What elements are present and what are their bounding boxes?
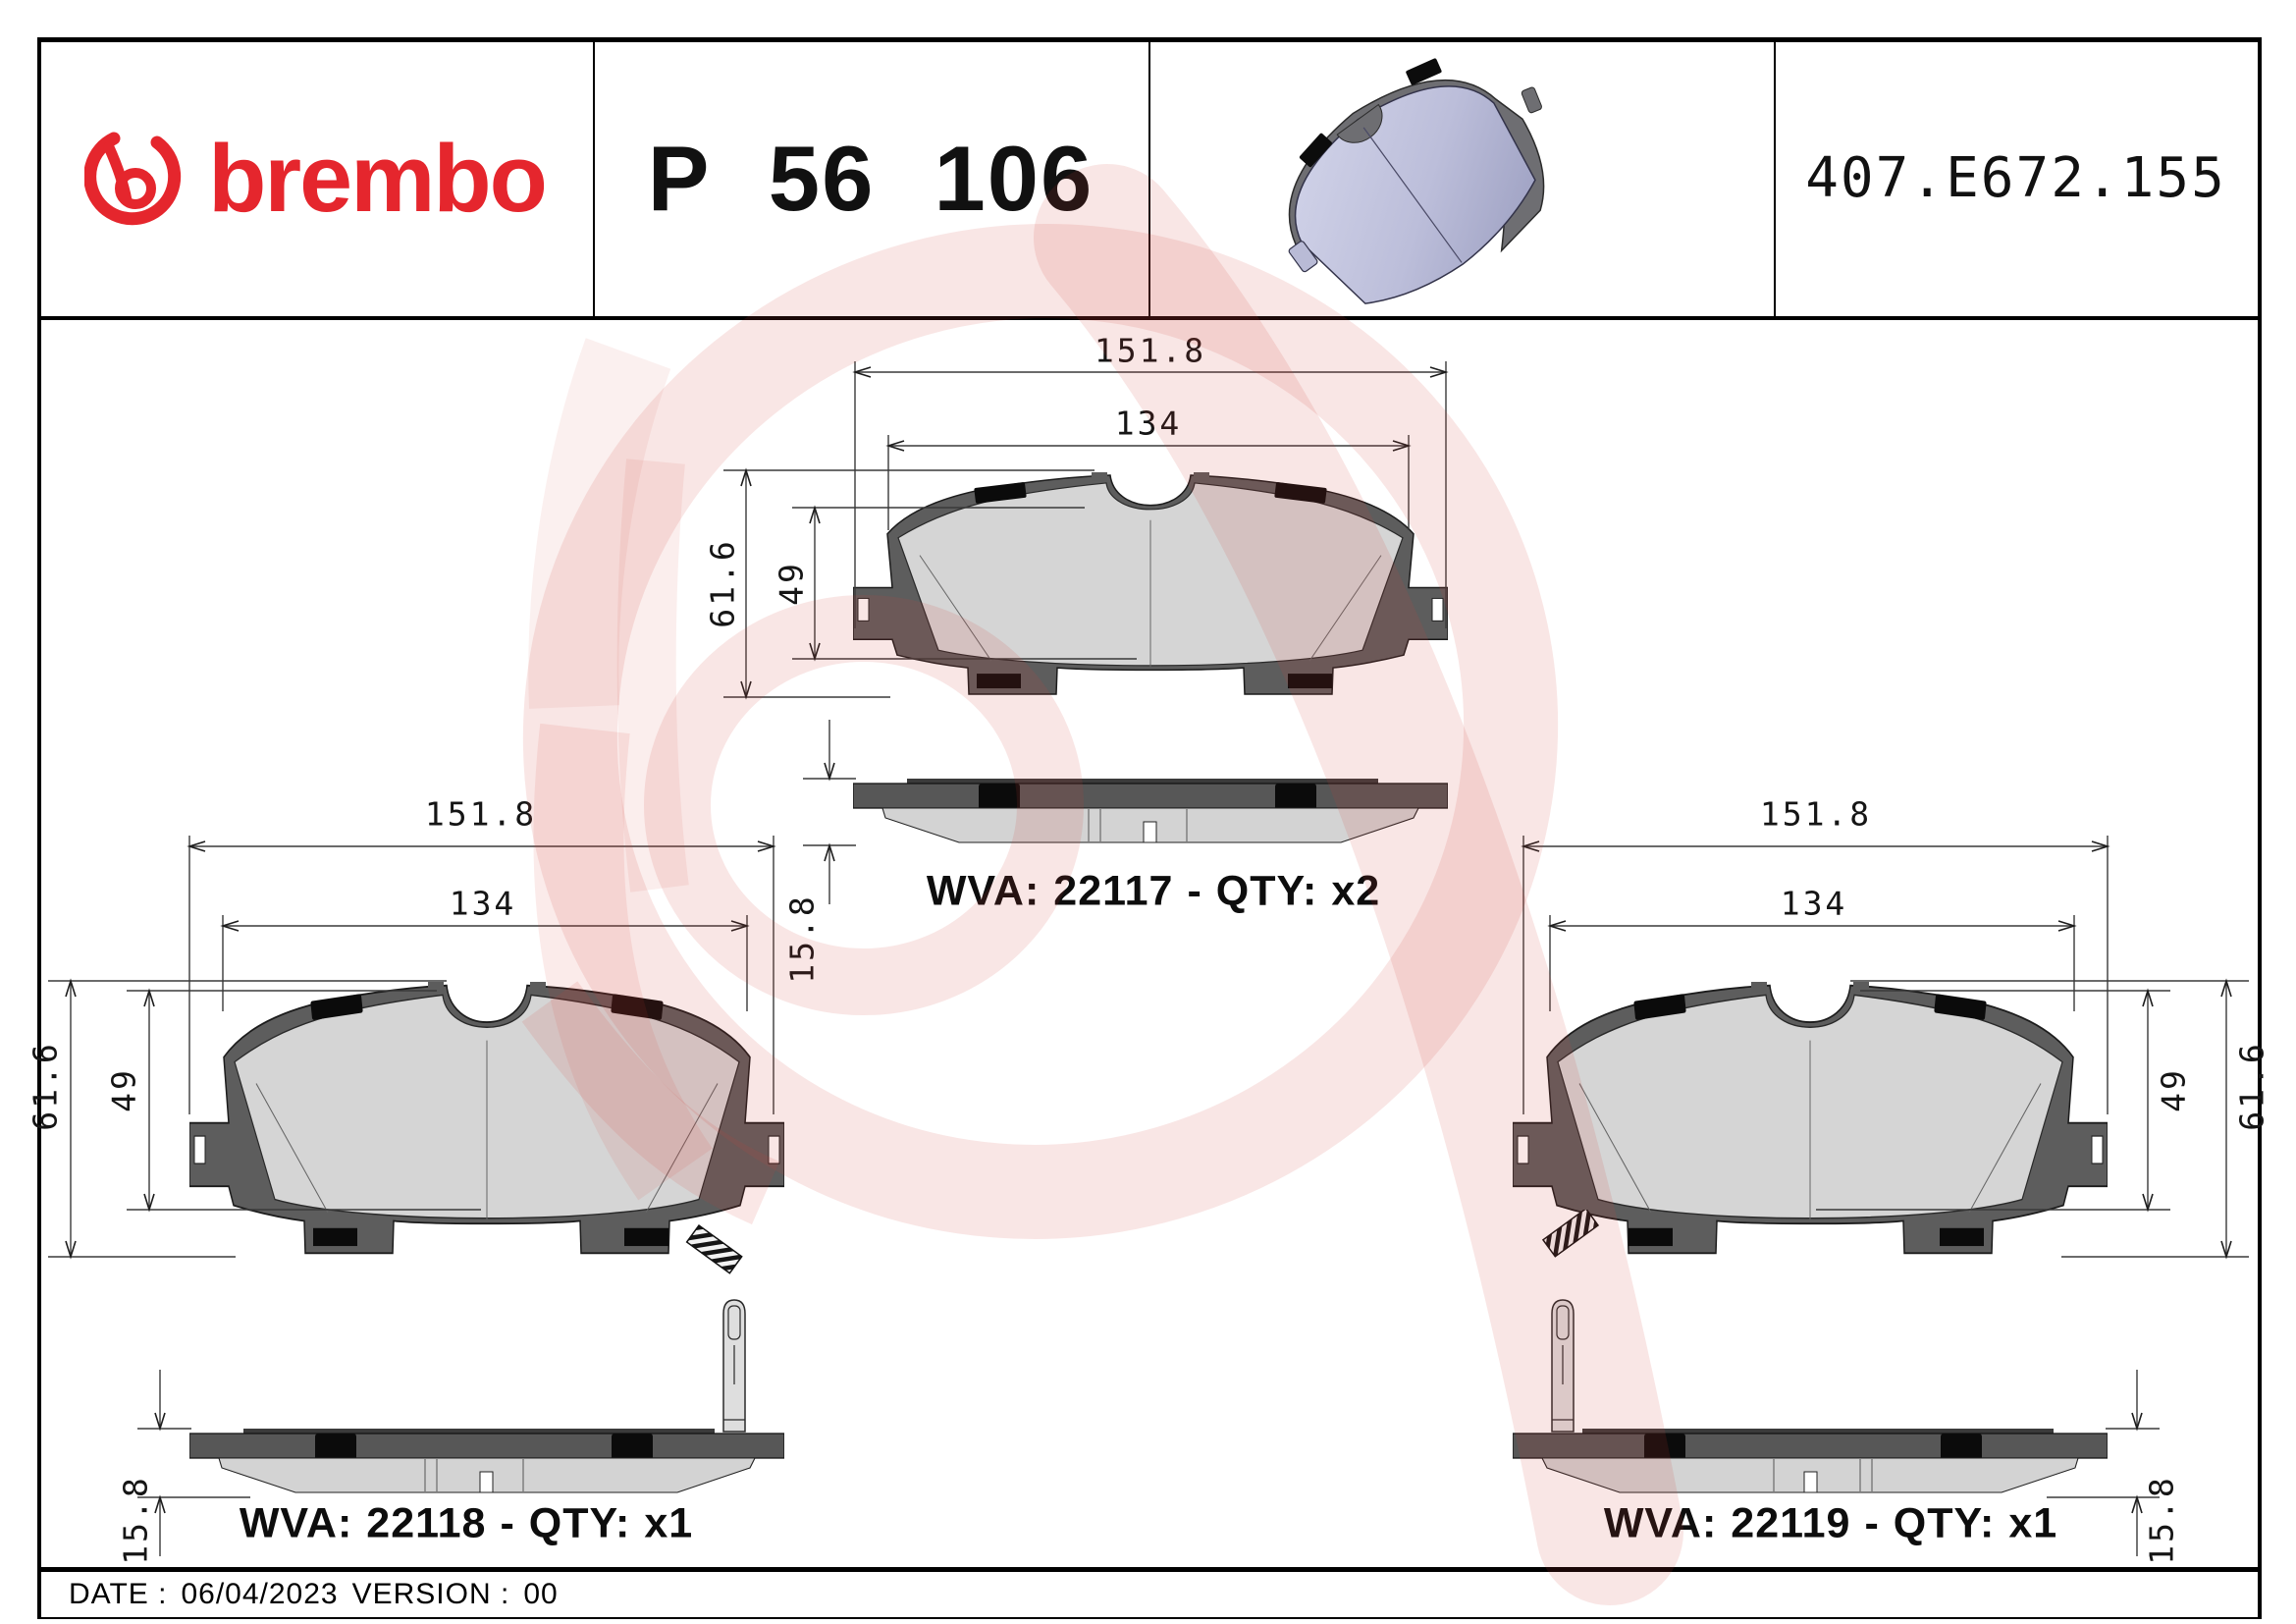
date-value: 06/04/2023 — [181, 1578, 339, 1610]
dim-height-inner-center: 49 — [772, 561, 811, 606]
date-label: DATE : — [69, 1578, 168, 1610]
qty-value: x2 — [1331, 867, 1381, 915]
wva-number: 22119 — [1731, 1499, 1851, 1547]
qty-value: x1 — [2008, 1499, 2058, 1547]
footer-revision-line: DATE : 06/04/2023 VERSION : 00 — [69, 1578, 572, 1611]
wear-indicator-right — [1541, 1210, 1600, 1258]
wva-number: 22117 — [1053, 867, 1174, 915]
wear-sensor-left — [722, 1299, 746, 1433]
wva-qty-label-left: WVA: 22118- QTY: x1 — [233, 1500, 700, 1548]
brake-pad-3d-illustration — [1288, 58, 1545, 304]
version-value: 00 — [523, 1578, 559, 1610]
header-logo-cell: brembo — [37, 37, 593, 319]
dim-width-outer-left: 151.8 — [424, 794, 538, 834]
pad-front-view-center — [853, 472, 1448, 695]
header-divider-3 — [1774, 37, 1776, 320]
dim-thickness-right: 15.8 — [2142, 1475, 2181, 1565]
wva-qty-label-center: WVA: 22117- QTY: x2 — [920, 868, 1387, 916]
dim-thickness-center: 15.8 — [782, 893, 822, 984]
pad-edge-view-left — [189, 1429, 784, 1493]
dim-height-inner-left: 49 — [104, 1067, 143, 1112]
qty-label: QTY: — [528, 1499, 631, 1547]
dim-thickness-left: 15.8 — [116, 1475, 155, 1565]
part-number: P 56 106 — [647, 126, 1095, 230]
wva-number: 22118 — [366, 1499, 487, 1547]
pad-edge-view-right — [1513, 1429, 2108, 1493]
dim-width-inner-right: 134 — [1780, 884, 1848, 923]
page-border-right — [2258, 37, 2262, 1619]
dim-width-outer-center: 151.8 — [1094, 331, 1207, 370]
dim-width-inner-center: 134 — [1114, 404, 1183, 443]
separator: - — [500, 1499, 515, 1547]
separator: - — [1187, 867, 1202, 915]
qty-label: QTY: — [1215, 867, 1318, 915]
pad-edge-view-center — [853, 779, 1448, 843]
wear-sensor-right — [1551, 1299, 1575, 1433]
separator: - — [1864, 1499, 1880, 1547]
header-divider-2 — [1148, 37, 1150, 320]
dim-height-inner-right: 49 — [2154, 1067, 2193, 1112]
wva-qty-label-right: WVA: 22119- QTY: x1 — [1597, 1500, 2064, 1548]
dim-height-outer-center: 61.6 — [703, 538, 742, 628]
brand-wordmark: brembo — [208, 125, 548, 232]
header-divider-1 — [593, 37, 595, 320]
page-border-bottom — [37, 1617, 2262, 1619]
dim-height-outer-left: 61.6 — [26, 1041, 65, 1131]
dim-width-inner-left: 134 — [449, 884, 517, 923]
reference-number: 407.E672.155 — [1805, 145, 2226, 210]
footer-top-rule — [37, 1567, 2262, 1572]
version-label: VERSION : — [351, 1578, 510, 1610]
wear-indicator-left — [685, 1223, 743, 1274]
wva-label: WVA: — [239, 1499, 353, 1547]
wva-label: WVA: — [926, 867, 1041, 915]
header-part-number-cell: P 56 106 — [593, 37, 1148, 319]
qty-value: x1 — [644, 1499, 694, 1547]
qty-label: QTY: — [1893, 1499, 1996, 1547]
brembo-ring-b-icon — [84, 132, 182, 225]
wva-label: WVA: — [1603, 1499, 1718, 1547]
dim-height-outer-right: 61.6 — [2232, 1041, 2271, 1131]
header-reference-cell: 407.E672.155 — [1774, 37, 2258, 319]
page-border-left — [37, 37, 41, 1619]
dim-width-outer-right: 151.8 — [1759, 794, 1873, 834]
